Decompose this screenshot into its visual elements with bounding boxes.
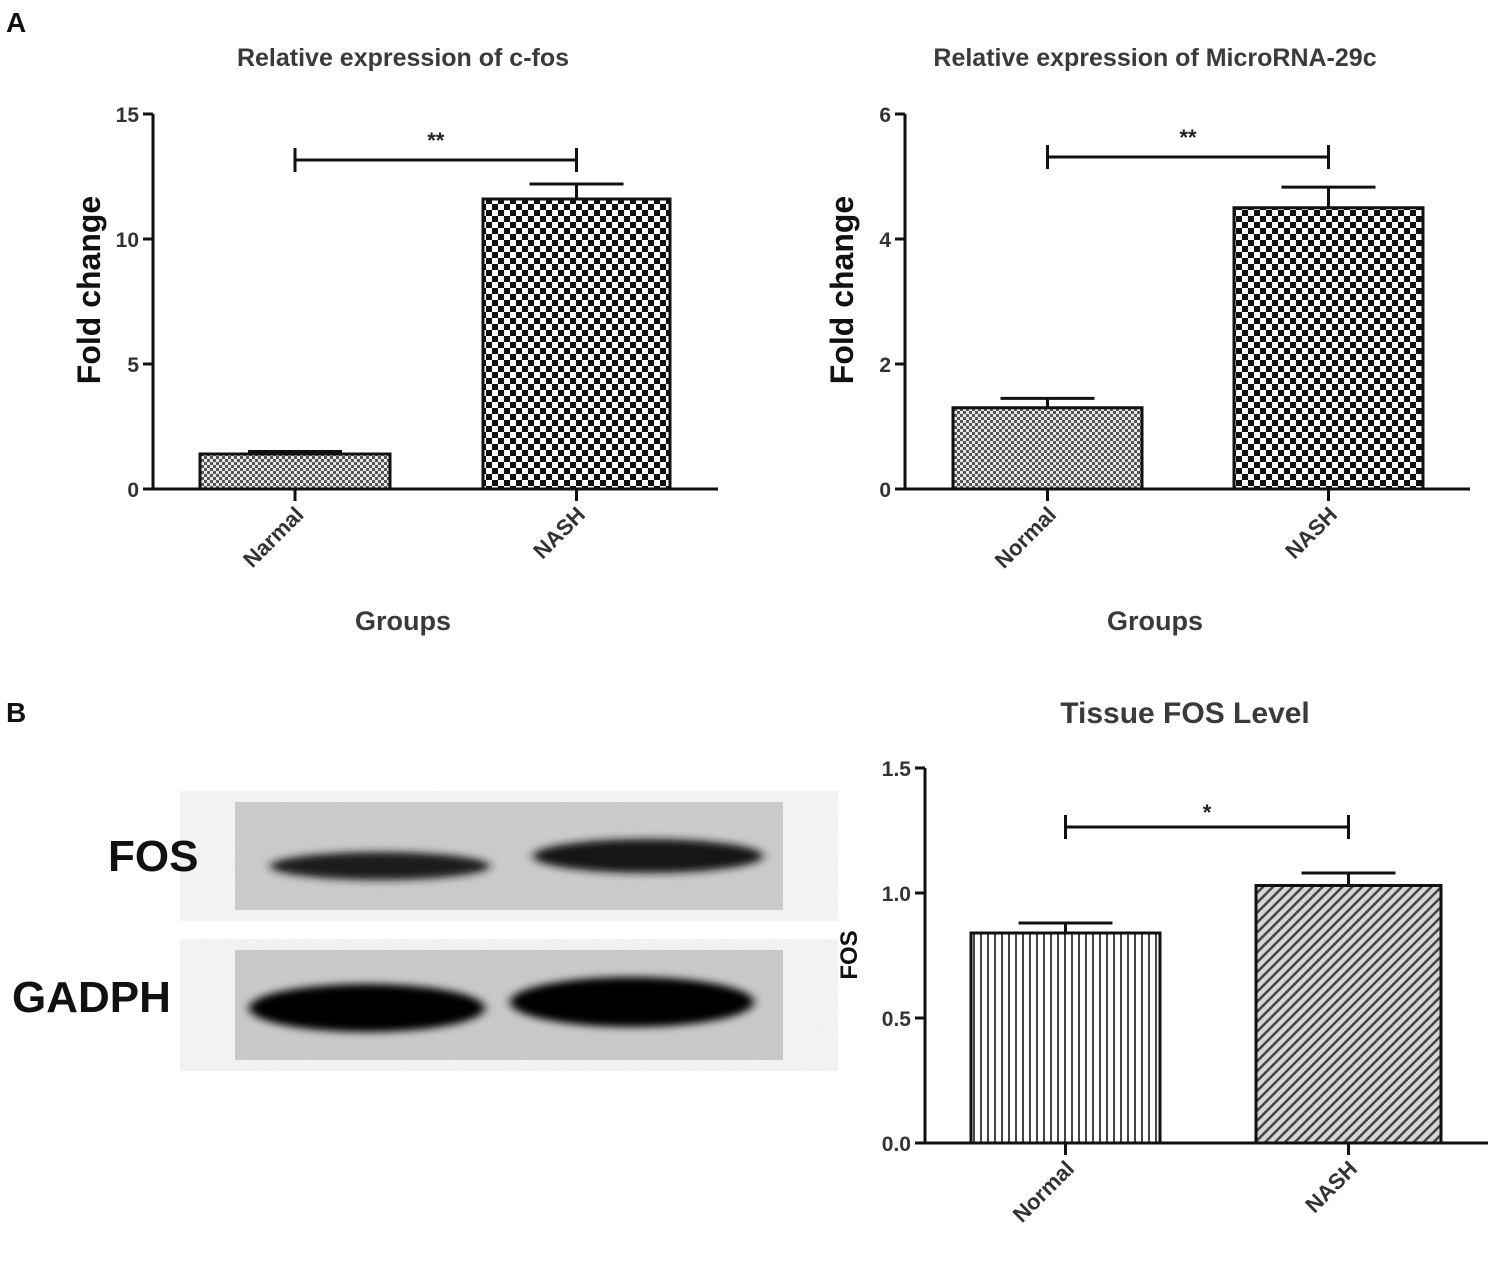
band-fos-normal bbox=[270, 852, 490, 880]
chart-title: Relative expression of MicroRNA-29c bbox=[933, 44, 1376, 72]
category-label: Normal bbox=[1008, 1156, 1079, 1227]
band-fos-nash bbox=[533, 839, 763, 873]
y-tick-label: 0 bbox=[127, 479, 139, 502]
x-axis-label: Groups bbox=[1107, 606, 1203, 636]
chart-title: Tissue FOS Level bbox=[1060, 697, 1310, 730]
bar bbox=[1232, 206, 1425, 491]
category-label: NASH bbox=[1300, 1156, 1362, 1218]
bar bbox=[1254, 884, 1443, 1145]
y-tick-label: 15 bbox=[116, 104, 140, 127]
blot-label-fos: FOS bbox=[108, 832, 198, 881]
chart-c-fos: Relative expression of c-fos Fold change… bbox=[71, 44, 718, 636]
y-tick-label: 6 bbox=[879, 104, 891, 127]
y-axis-label: Fold change bbox=[824, 196, 860, 384]
chart-title: Relative expression of c-fos bbox=[237, 44, 569, 72]
bar bbox=[969, 931, 1162, 1145]
band-gadph-nash bbox=[510, 977, 754, 1027]
chart-microrna-29c: Relative expression of MicroRNA-29c Fold… bbox=[824, 44, 1470, 636]
western-blot: FOS GADPH bbox=[12, 802, 783, 1060]
category-label: Narmal bbox=[238, 502, 308, 572]
y-axis-label: FOS bbox=[836, 930, 863, 979]
bar bbox=[198, 452, 392, 491]
y-tick-label: 1.5 bbox=[882, 758, 912, 781]
category-label: NASH bbox=[1280, 502, 1342, 564]
y-tick-label: 5 bbox=[127, 354, 139, 377]
y-tick-label: 0.0 bbox=[882, 1133, 911, 1156]
bar bbox=[481, 197, 672, 491]
category-label: Normal bbox=[990, 502, 1061, 573]
significance-marker: ** bbox=[1179, 125, 1197, 150]
significance-marker: ** bbox=[427, 128, 445, 153]
band-gadph-normal bbox=[249, 984, 485, 1032]
y-tick-label: 1.0 bbox=[882, 883, 911, 906]
significance-marker: * bbox=[1203, 800, 1212, 825]
y-tick-label: 0 bbox=[879, 479, 891, 502]
panel-label-b: B bbox=[6, 697, 26, 728]
panel-label-a: A bbox=[6, 7, 26, 38]
bar bbox=[951, 406, 1144, 491]
y-tick-label: 0.5 bbox=[882, 1008, 912, 1031]
y-tick-label: 4 bbox=[879, 229, 891, 252]
chart-tissue-fos: Tissue FOS Level FOS 0.0 0.5 1.0 1.5 Normal N… bbox=[836, 697, 1488, 1227]
y-tick-label: 10 bbox=[116, 229, 139, 252]
y-tick-label: 2 bbox=[879, 354, 891, 377]
blot-label-gadph: GADPH bbox=[12, 973, 171, 1022]
category-label: NASH bbox=[528, 502, 590, 564]
x-axis-label: Groups bbox=[355, 606, 451, 636]
y-axis-label: Fold change bbox=[71, 196, 107, 384]
